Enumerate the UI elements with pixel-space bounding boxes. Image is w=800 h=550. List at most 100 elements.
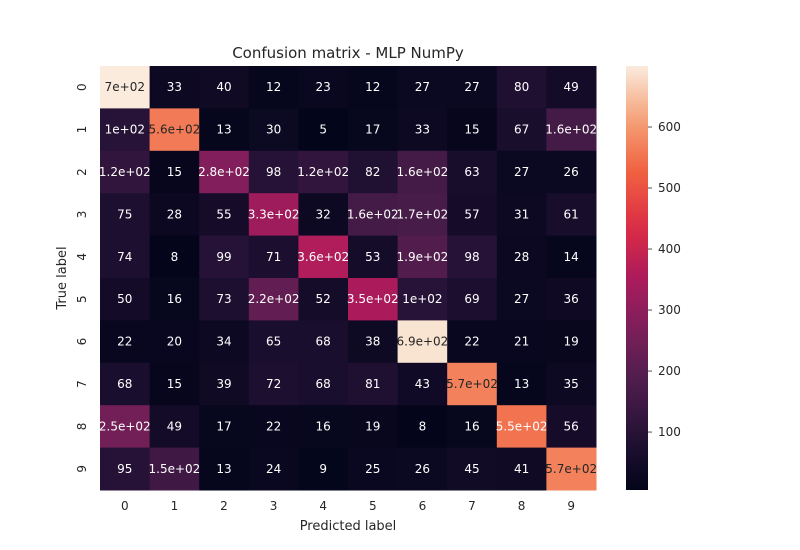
cell-value-label: 52 [316, 292, 331, 306]
heatmap-cell [546, 278, 597, 321]
cell-value-label: 6.9e+02 [397, 335, 449, 349]
y-tick-label: 0 [75, 83, 89, 91]
heatmap-cell [100, 66, 151, 109]
cell-value-label: 27 [514, 292, 529, 306]
heatmap-cell [298, 405, 349, 449]
cell-value-label: 22 [117, 335, 132, 349]
heatmap-cell [348, 320, 399, 364]
cell-value-label: 1.2e+02 [99, 165, 151, 179]
heatmap-cell [248, 320, 299, 364]
cell-value-label: 7e+02 [105, 80, 145, 94]
heatmap-cell [199, 278, 250, 321]
heatmap-cell [496, 193, 547, 237]
colorbar-ticks: 100 200 300 400 500 600 [648, 120, 681, 439]
heatmap-cell [248, 447, 299, 491]
heatmap-cell [298, 447, 349, 491]
colorbar-tick-label: 400 [658, 242, 681, 256]
heatmap-cell [496, 66, 547, 109]
heatmap-cell [100, 108, 151, 152]
heatmap-cell [199, 66, 250, 109]
x-tick-label: 3 [270, 499, 278, 513]
colorbar-tick-label: 300 [658, 303, 681, 317]
colorbar-tick-label: 100 [658, 425, 681, 439]
heatmap-cell [447, 66, 498, 109]
heatmap-cell [100, 278, 151, 321]
cell-value-label: 13 [216, 462, 231, 476]
cell-value-label: 30 [266, 123, 281, 137]
y-tick-label: 2 [75, 168, 89, 176]
cell-value-label: 1.6e+02 [545, 123, 597, 137]
heatmap-cell [100, 150, 151, 194]
cell-value-label: 81 [365, 377, 380, 391]
cell-value-label: 3.5e+02 [347, 292, 399, 306]
colorbar-tick-label: 600 [658, 120, 681, 134]
cell-value-label: 49 [167, 419, 182, 433]
y-axis-label: True label [55, 246, 70, 310]
y-tick-label: 3 [75, 211, 89, 219]
cell-value-label: 98 [266, 165, 281, 179]
heatmap-cell [447, 447, 498, 491]
cell-value-label: 33 [415, 123, 430, 137]
cell-value-label: 43 [415, 377, 430, 391]
cell-value-label: 5.5e+02 [496, 419, 548, 433]
cell-value-label: 2.8e+02 [198, 165, 250, 179]
heatmap-cell [149, 108, 200, 152]
heatmap-cell [397, 108, 448, 152]
cell-value-label: 1.6e+02 [397, 165, 449, 179]
cell-value-label: 53 [365, 250, 380, 264]
heatmap-cell [100, 235, 151, 279]
cell-value-label: 1.7e+02 [397, 207, 449, 221]
heatmap-cell [248, 66, 299, 109]
cell-value-label: 2.2e+02 [248, 292, 300, 306]
cell-value-label: 26 [415, 462, 430, 476]
heatmap-cell [397, 405, 448, 449]
cell-value-label: 27 [514, 165, 529, 179]
cell-value-label: 82 [365, 165, 380, 179]
y-tick-labels: 0 1 2 3 4 5 6 7 8 9 [75, 83, 89, 472]
heatmap-cell [199, 362, 250, 406]
heatmap-cell [397, 362, 448, 406]
heatmap-cell [100, 193, 151, 237]
x-tick-label: 4 [319, 499, 327, 513]
heatmap-cell [199, 405, 250, 449]
heatmap-cell [248, 193, 299, 237]
cell-value-label: 17 [216, 419, 231, 433]
cell-value-label: 57 [464, 207, 479, 221]
y-tick-label: 5 [75, 295, 89, 303]
cell-value-label: 49 [564, 80, 579, 94]
heatmap-cell [546, 66, 597, 109]
x-tick-label: 6 [419, 499, 427, 513]
heatmap-cell [199, 235, 250, 279]
cell-value-label: 68 [117, 377, 132, 391]
cell-value-label: 12 [266, 80, 281, 94]
heatmap-cell [397, 66, 448, 109]
heatmap-cell [149, 193, 200, 237]
cell-value-label: 71 [266, 250, 281, 264]
cell-value-label: 31 [514, 207, 529, 221]
x-tick-label: 7 [468, 499, 476, 513]
x-tick-label: 0 [121, 499, 129, 513]
cell-value-label: 39 [216, 377, 231, 391]
heatmap-cells: 7e+02 33 40 12 23 12 27 27 80 49 1e+02 5.6e+02 13 30 5… [99, 66, 597, 491]
cell-value-label: 9 [319, 462, 327, 476]
cell-value-label: 15 [167, 165, 182, 179]
heatmap-cell [149, 447, 200, 491]
heatmap-cell [447, 235, 498, 279]
heatmap-cell [199, 150, 250, 194]
heatmap-cell [100, 405, 151, 449]
cell-value-label: 36 [564, 292, 579, 306]
y-tick-label: 8 [75, 423, 89, 431]
heatmap-cell [149, 66, 200, 109]
cell-value-label: 69 [464, 292, 479, 306]
cell-value-label: 68 [316, 335, 331, 349]
colorbar [626, 66, 648, 490]
cell-value-label: 25 [365, 462, 380, 476]
cell-value-label: 56 [564, 419, 579, 433]
y-tick-label: 4 [75, 253, 89, 261]
heatmap-cell [447, 193, 498, 237]
cell-value-label: 35 [564, 377, 579, 391]
heatmap-cell [546, 235, 597, 279]
heatmap-cell [348, 405, 399, 449]
heatmap-cell [100, 447, 151, 491]
